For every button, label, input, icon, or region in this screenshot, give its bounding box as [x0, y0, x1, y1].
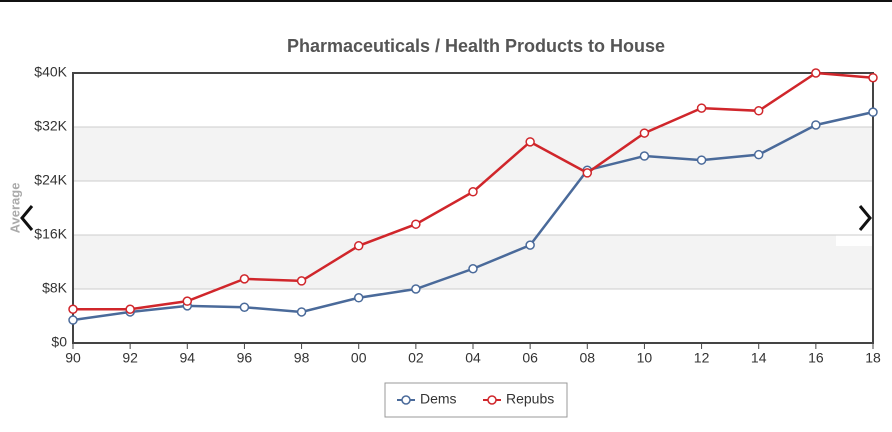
- x-tick-label: 16: [808, 350, 824, 366]
- point: [125, 304, 135, 314]
- point: [696, 103, 707, 113]
- next-arrow[interactable]: [858, 205, 872, 231]
- point: [411, 219, 421, 229]
- grid-band: [73, 235, 873, 289]
- y-axis-label: Average: [7, 183, 22, 234]
- point: [696, 155, 707, 165]
- nav-bg: [836, 190, 886, 246]
- point: [811, 120, 821, 130]
- x-tick-label: 14: [751, 350, 767, 366]
- point: [296, 276, 307, 286]
- point: [468, 187, 478, 197]
- chart-title: Pharmaceuticals / Health Products to Hou…: [287, 36, 665, 56]
- point: [353, 293, 364, 303]
- x-tick-label: 90: [65, 350, 81, 366]
- point: [868, 72, 878, 83]
- y-tick-label: $40K: [34, 64, 67, 80]
- x-tick-label: 04: [465, 350, 481, 366]
- point: [239, 302, 250, 312]
- x-tick-label: 10: [637, 350, 653, 366]
- bands: [73, 127, 873, 289]
- point: [239, 274, 250, 284]
- point: [68, 304, 78, 314]
- point: [753, 106, 764, 116]
- prev-arrow[interactable]: [20, 205, 34, 231]
- point: [525, 137, 535, 147]
- point: [468, 264, 478, 274]
- legend-marker: [401, 395, 411, 405]
- y-tick-label: $8K: [42, 280, 68, 296]
- plot-frame: [72, 72, 874, 344]
- point: [582, 168, 593, 178]
- x-tick-label: 98: [294, 350, 310, 366]
- x-tick-label: 00: [351, 350, 367, 366]
- legend-label: Dems: [420, 391, 457, 407]
- point: [296, 307, 307, 317]
- point: [411, 284, 421, 294]
- x-tick-label: 92: [122, 350, 138, 366]
- x-tick-label: 02: [408, 350, 424, 366]
- point: [639, 128, 650, 138]
- point: [353, 241, 364, 251]
- legend-box: [384, 382, 568, 418]
- x-tick-label: 18: [865, 350, 881, 366]
- y-tick-label: $32K: [34, 118, 67, 134]
- point: [525, 240, 535, 250]
- x-tick-label: 96: [237, 350, 253, 366]
- point: [753, 149, 764, 160]
- point: [68, 315, 78, 325]
- grid-band: [73, 127, 873, 181]
- point: [639, 151, 650, 161]
- x-tick-label: 08: [579, 350, 595, 366]
- y-tick-label: $24K: [34, 172, 67, 188]
- point: [811, 68, 821, 78]
- x-tick-label: 06: [522, 350, 538, 366]
- point: [868, 107, 878, 117]
- point: [182, 296, 193, 306]
- y-tick-label: $0: [51, 334, 67, 350]
- x-tick-label: 12: [694, 350, 710, 366]
- y-tick-label: $16K: [34, 226, 67, 242]
- x-tick-label: 94: [179, 350, 195, 366]
- legend-marker: [487, 395, 497, 405]
- legend-label: Repubs: [506, 391, 554, 407]
